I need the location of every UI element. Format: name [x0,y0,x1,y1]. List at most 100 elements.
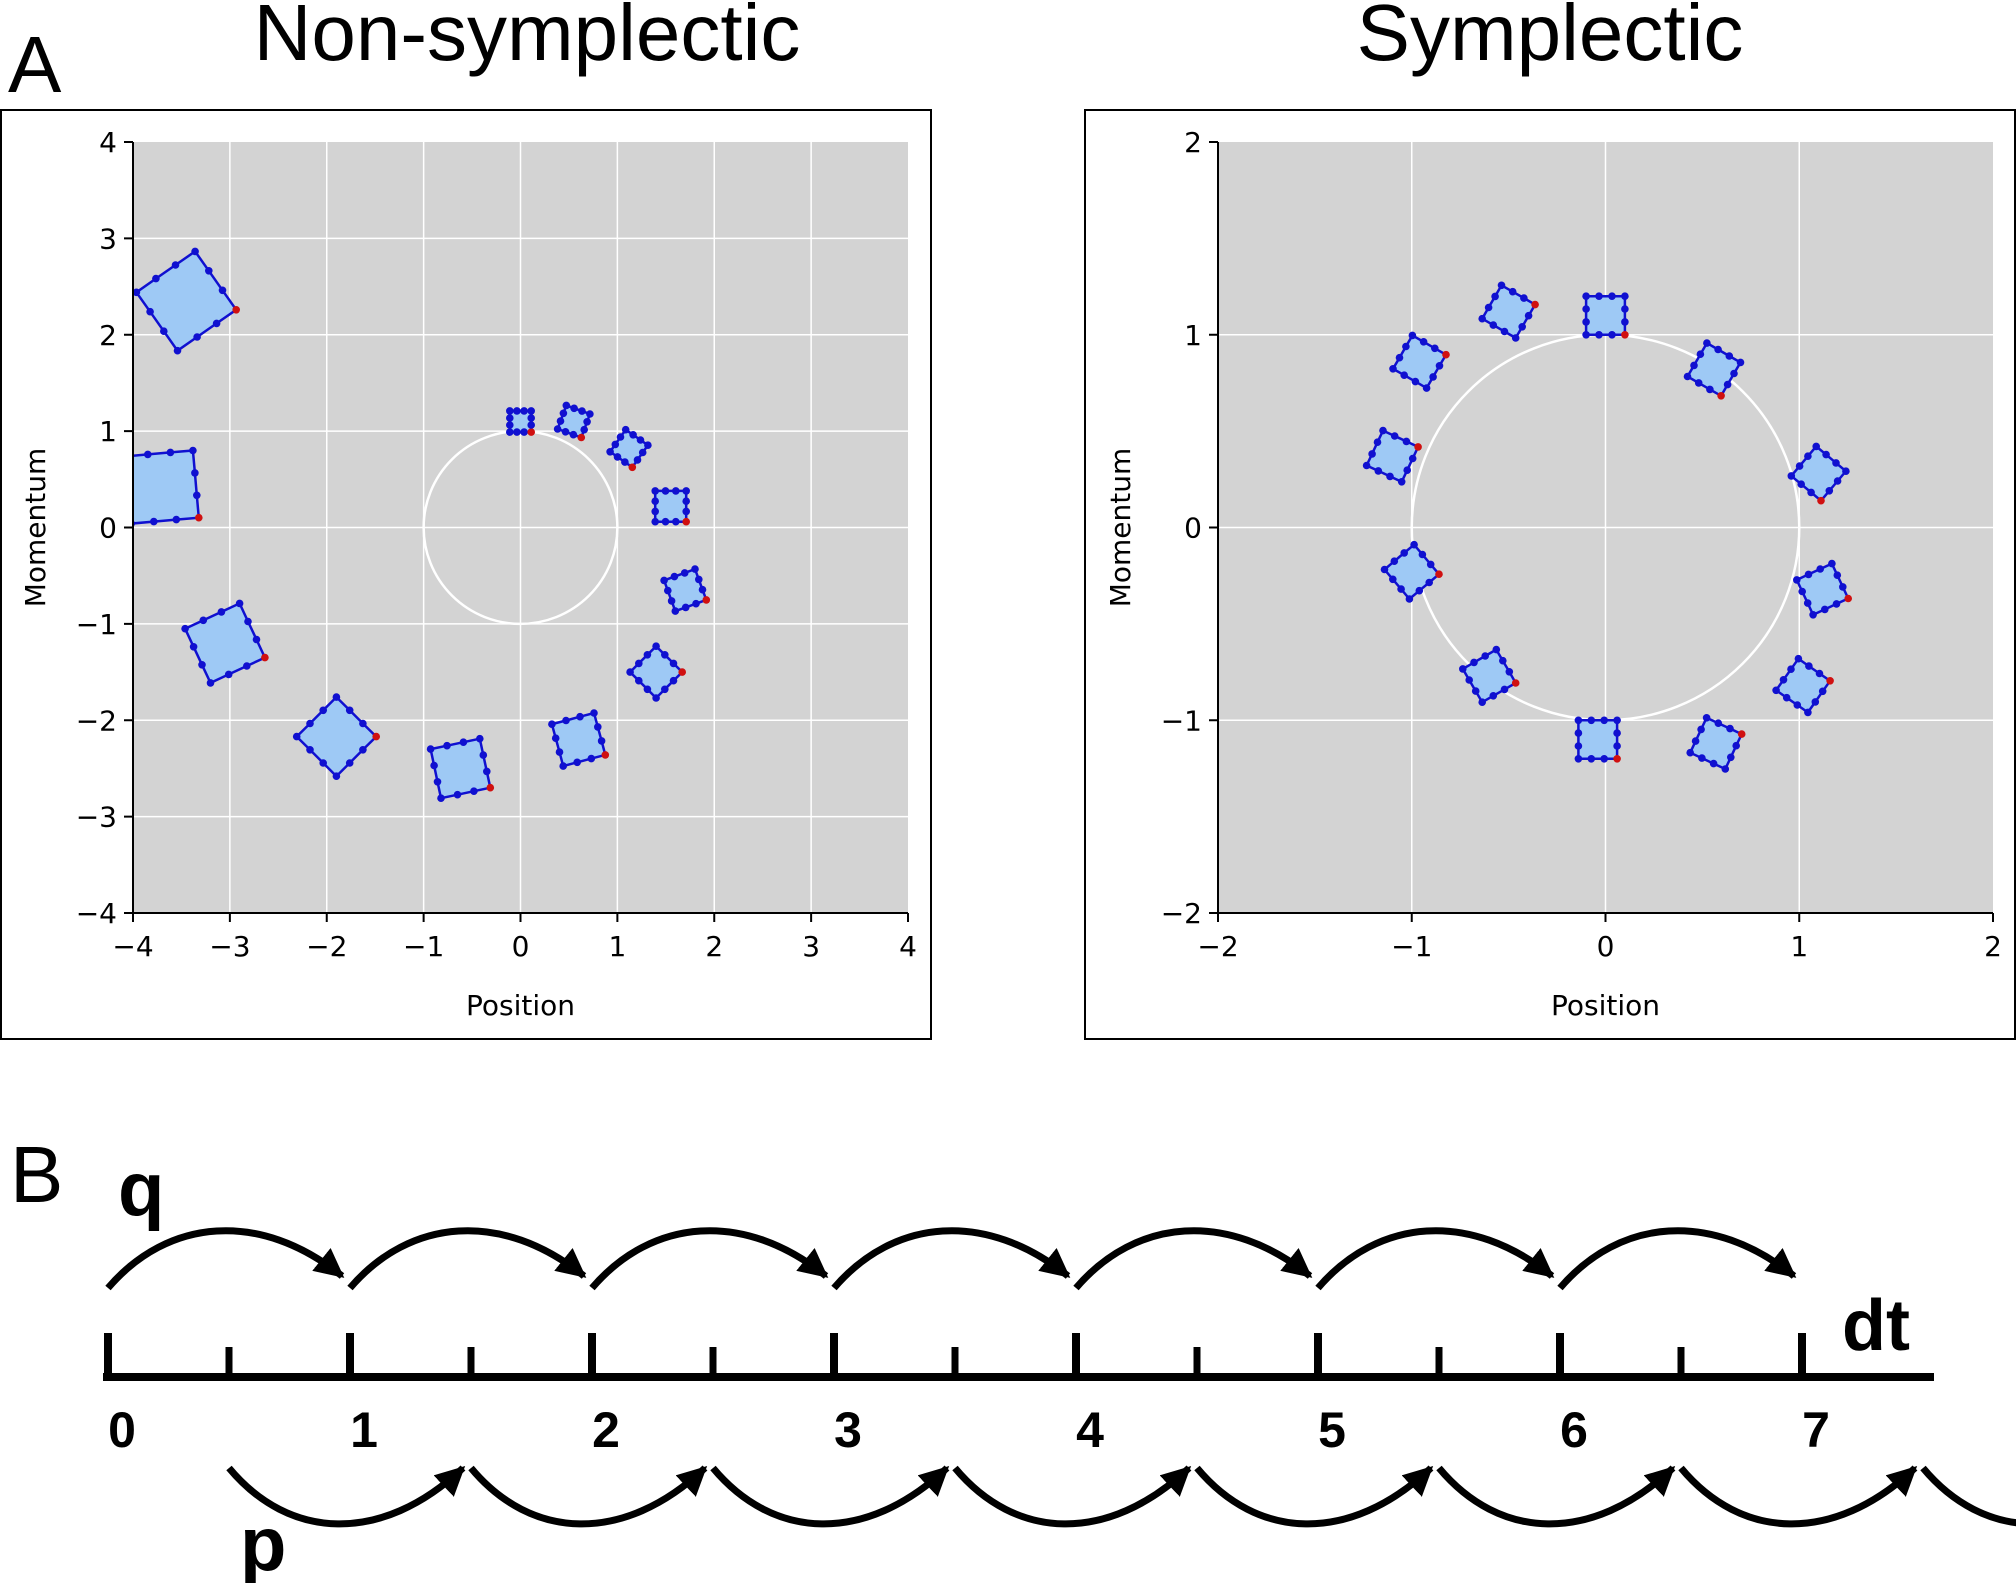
right-phase-square [1793,559,1852,619]
left-marker-point [551,734,560,742]
left-marker-point [590,709,598,717]
right-y-tick-label: 1 [1184,319,1202,352]
left-x-tick-label: −4 [112,930,153,963]
left-marker-point [459,738,468,746]
left-marker-point [332,693,341,701]
left-marker-point [682,497,690,506]
left-marker-point [621,425,630,434]
left-marker-point [243,662,251,670]
right-marker-point [1782,693,1791,702]
right-phase-square [1686,714,1746,773]
right-marker-point [1736,358,1745,367]
left-x-axis-title: Position [466,989,575,1022]
right-x-tick-label: −2 [1197,930,1238,963]
q-step-arrow [1315,1227,1555,1291]
left-marker-point [217,608,226,616]
right-marker-point [1574,755,1583,763]
right-marker-point [1397,478,1406,486]
right-marker-point [1389,365,1397,373]
right-plot-title: Symplectic [1357,0,1744,77]
right-marker-point [1368,450,1376,458]
right-marker-point [1524,311,1533,320]
q-arrows [105,1227,1797,1291]
left-marker-point [189,643,198,651]
left-y-tick-label: 0 [99,512,117,545]
right-marker-point [1702,714,1711,722]
right-marker-point [1839,583,1847,591]
right-marker-point [1386,472,1394,481]
left-marker-point [483,767,491,776]
p-step-arrow [1920,1465,2016,1527]
right-marker-point [1408,331,1417,340]
left-marker-point [506,407,514,415]
right-reference-point [1817,496,1825,505]
left-marker-point [527,407,535,415]
left-phase-square-fill [508,409,533,434]
right-marker-point [1816,565,1824,573]
left-y-tick-label: 4 [99,126,117,159]
left-marker-point [160,327,168,336]
right-marker-point [1489,321,1498,329]
left-phase-square-fill [550,711,607,768]
right-marker-point [1508,287,1517,296]
left-marker-point [193,333,201,341]
left-x-tick-label: −1 [403,930,444,963]
panel-a-letter: A [8,20,62,109]
q-label: q [118,1147,164,1232]
right-marker-point [1691,737,1700,745]
right-marker-point [1703,339,1711,347]
right-phase-square-fill [1577,719,1619,761]
left-marker-point [667,597,676,605]
right-y-axis-title: Momentum [1104,448,1137,608]
right-marker-point [1697,725,1705,734]
left-marker-point [244,617,252,626]
right-marker-point [1400,549,1408,557]
timeline-ticks: 0 1 2 3 4 5 6 7 [104,1333,1830,1458]
left-y-tick-label: 3 [99,222,117,255]
right-marker-point [1815,669,1824,678]
right-marker-point [1698,754,1706,762]
right-marker-point [1794,654,1803,663]
left-marker-point [626,668,634,676]
right-marker-point [1805,662,1813,670]
right-marker-point [1833,571,1842,579]
left-phase-square [181,599,269,687]
right-phase-square [1380,540,1443,603]
left-marker-point [661,651,669,659]
right-marker-point [1380,565,1389,574]
left-reference-point [195,513,203,522]
left-y-axis-title: Momentum [19,448,52,608]
left-x-tick-label: −3 [209,930,250,963]
left-marker-point [586,410,594,418]
right-marker-point [1706,385,1714,394]
left-marker-point [252,635,261,644]
left-marker-point [146,307,154,316]
left-marker-point [181,624,189,633]
q-step-arrow [589,1227,829,1291]
left-marker-point [144,450,152,459]
right-marker-point [1714,345,1722,354]
right-marker-point [1574,716,1583,725]
left-marker-point [583,418,591,426]
right-marker-point [1505,668,1514,676]
left-marker-point [616,433,625,441]
right-marker-point [1803,599,1812,607]
right-marker-point [1793,576,1801,584]
right-marker-point [1403,466,1411,475]
right-marker-point [1426,560,1435,569]
right-x-tick-label: 0 [1597,930,1615,963]
right-phase-square [1389,331,1450,392]
left-marker-point [476,734,484,743]
left-x-tick-label: 3 [802,930,820,963]
right-marker-point [1587,716,1596,725]
left-y-tick-label: −1 [76,608,117,641]
right-marker-point [1709,759,1718,768]
q-step-arrow [347,1227,587,1291]
left-marker-point [426,745,435,753]
left-marker-point [652,642,660,650]
left-marker-point [319,759,328,767]
left-marker-point [644,441,652,450]
right-marker-point [1842,467,1850,476]
left-phase-square [660,565,711,615]
left-marker-point [597,737,606,745]
